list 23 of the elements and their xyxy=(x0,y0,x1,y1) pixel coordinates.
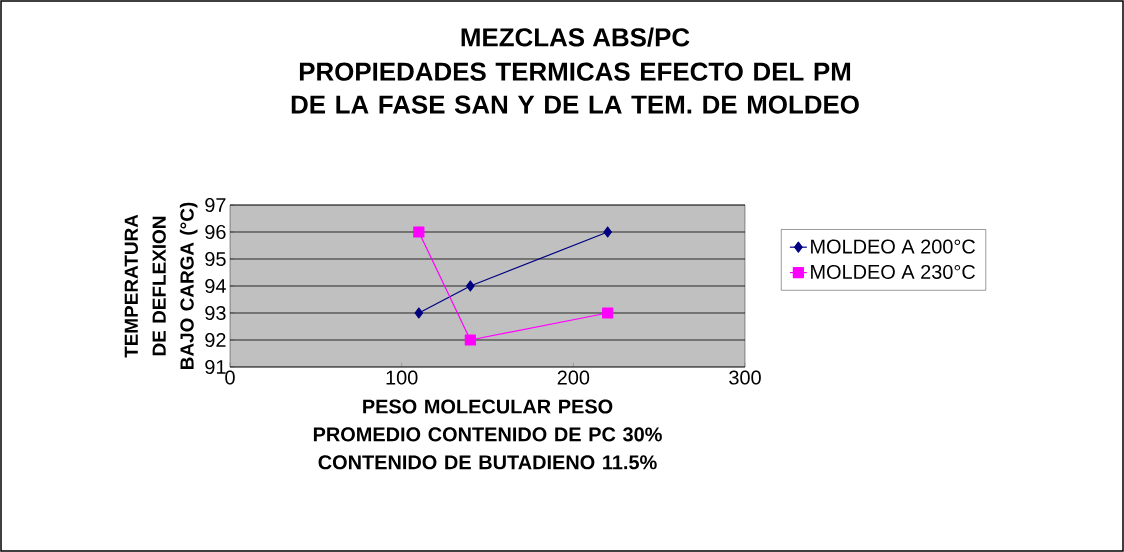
y-tick-label: 97 xyxy=(205,197,226,213)
chart-title: MEZCLAS ABS/PC xyxy=(461,27,690,47)
x-axis-title: PESO MOLECULAR PESO PROMEDIO CONTENIDO DE PC 30% CONTENIDO DE BUTADIENO 11.5% xyxy=(313,399,662,470)
point xyxy=(413,226,425,238)
point xyxy=(602,307,614,319)
x-tick-label: 200 xyxy=(557,370,590,385)
y-tick-label: 91 xyxy=(205,359,226,375)
y-tick-label: 96 xyxy=(205,224,226,240)
point xyxy=(464,334,476,346)
y-axis-title: TEMPERATURA DE DEFLEXION BAJO CARGA (°C) xyxy=(124,202,198,369)
y-tick-label: 94 xyxy=(205,278,226,294)
y-tick-label: 95 xyxy=(205,251,226,267)
x-tick-label: 100 xyxy=(386,370,418,385)
y-tick-label: 92 xyxy=(205,332,226,348)
point xyxy=(465,280,475,292)
legend-label: MOLDEO A 230°C xyxy=(811,264,975,279)
point xyxy=(603,226,613,238)
x-tick-label: 300 xyxy=(729,370,761,385)
point xyxy=(414,307,424,319)
chart-subtitle: PROPIEDADES TERMICAS EFECTO DEL PM DE LA FASE SAN Y DE LA TEM. DE MOLDEO xyxy=(291,62,859,114)
x-tick-label: 0 xyxy=(225,370,235,385)
legend-label: MOLDEO A 200°C xyxy=(811,239,975,254)
y-tick-label: 93 xyxy=(205,305,226,321)
